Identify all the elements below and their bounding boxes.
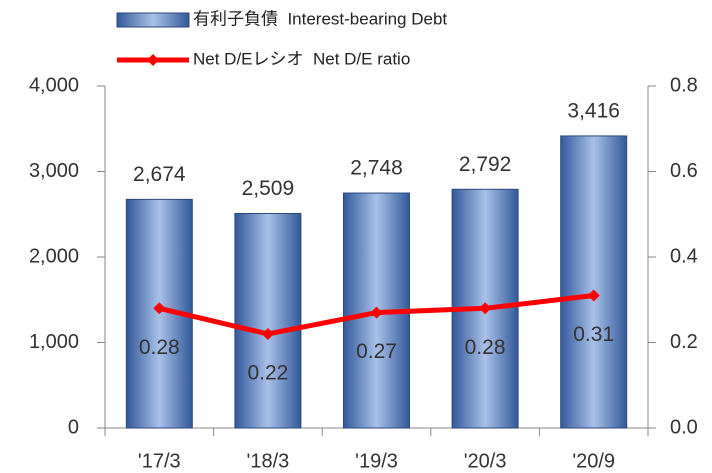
bar-value-label: 2,509 (242, 177, 295, 200)
y-tick-label: 2,000 (29, 245, 79, 267)
line-value-label: 0.27 (356, 340, 397, 363)
x-tick-label: '17/3 (138, 450, 181, 472)
x-tick-label: '20/9 (572, 450, 615, 472)
bar-value-label: 2,748 (350, 157, 403, 180)
line-marker (153, 302, 166, 315)
line-value-label: 0.28 (139, 336, 180, 359)
legend-swatch-marker (147, 54, 159, 66)
legend-swatch (116, 12, 190, 28)
y2-tick-label: 0.8 (670, 74, 698, 96)
line-marker (587, 289, 600, 302)
y2-tick-label: 0.6 (670, 160, 698, 182)
y-tick-label: 1,000 (29, 331, 79, 353)
legend-label: Net D/Eレシオ Net D/E ratio (193, 49, 410, 68)
bar-value-label: 2,674 (133, 163, 186, 186)
x-tick-label: '18/3 (247, 450, 290, 472)
bar-value-label: 3,416 (567, 99, 620, 122)
line-value-label: 0.31 (573, 323, 614, 346)
y2-tick-label: 0.4 (670, 245, 698, 267)
line-marker (370, 306, 383, 319)
y2-tick-label: 0.2 (670, 331, 698, 353)
line-marker (479, 302, 492, 315)
line-value-label: 0.28 (465, 336, 506, 359)
y-tick-label: 4,000 (29, 74, 79, 96)
line-marker (261, 327, 274, 340)
legend-label: 有利子負債 Interest-bearing Debt (193, 9, 447, 28)
bar (234, 212, 302, 429)
bar-value-label: 2,792 (459, 153, 512, 176)
x-tick-label: '19/3 (355, 450, 398, 472)
y-tick-label: 0 (68, 416, 79, 438)
line-value-label: 0.22 (247, 361, 288, 384)
bar (560, 135, 628, 429)
y-tick-label: 3,000 (29, 160, 79, 182)
x-tick-label: '20/3 (464, 450, 507, 472)
y2-tick-label: 0.0 (670, 416, 698, 438)
